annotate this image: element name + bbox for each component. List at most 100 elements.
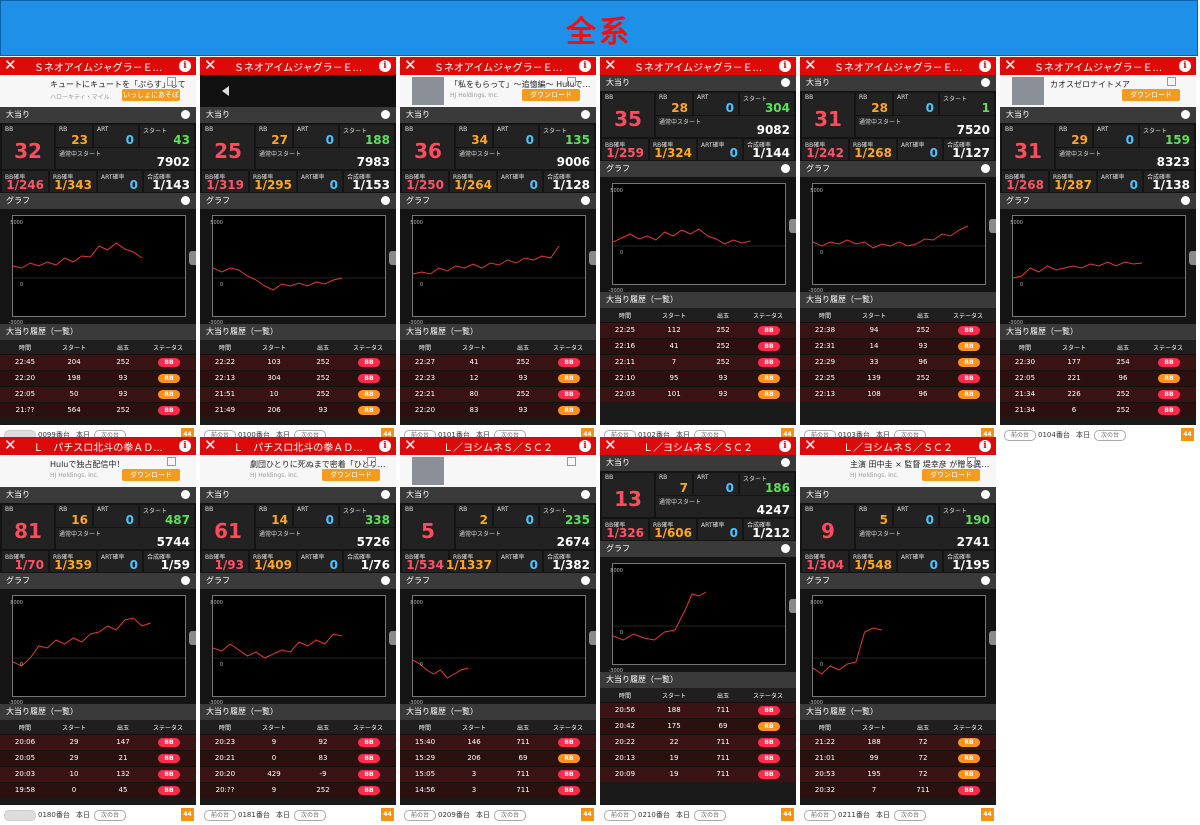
next-machine-button[interactable]: 次の台 [694,810,726,821]
graph-scroll-arrow[interactable] [389,251,396,265]
close-icon[interactable]: ✕ [4,57,17,74]
info-icon[interactable]: i [1179,60,1191,72]
history-row[interactable]: 20:22 22 711 BB [600,734,796,750]
info-icon[interactable]: i [779,60,791,72]
ad-banner[interactable]: Huluで独占配信中！ HJ Holdings, Inc. ダウンロード [0,455,196,487]
adchoices-icon[interactable] [567,77,576,86]
history-row[interactable]: 22:05 221 96 RB [1000,370,1196,386]
ad-cta-button[interactable]: いっしょにあそぼ [122,89,180,101]
history-row[interactable]: 20:?? 9 252 BB [200,782,396,798]
info-icon[interactable]: i [379,440,391,452]
history-row[interactable]: 22:10 95 93 RB [600,370,796,386]
info-icon[interactable]: i [779,440,791,452]
prev-machine-button[interactable]: 前の台 [804,810,836,821]
history-row[interactable]: 22:29 33 96 RB [800,354,996,370]
history-row[interactable]: 21:?? 564 252 BB [0,402,196,418]
history-row[interactable]: 22:20 83 93 RB [400,402,596,418]
history-row[interactable]: 22:45 204 252 BB [0,354,196,370]
close-icon[interactable]: ✕ [804,437,817,454]
ad-banner[interactable] [200,75,396,107]
close-icon[interactable]: ✕ [4,437,17,454]
close-icon[interactable]: ✕ [204,437,217,454]
close-icon[interactable]: ✕ [204,57,217,74]
app-icon[interactable]: 44 [1181,428,1194,441]
ad-banner[interactable]: 主演 田中圭 × 監督 堤幸彦 が贈る異… HJ Holdings, Inc. ダウ… [800,455,996,487]
next-machine-button[interactable]: 次の台 [894,810,926,821]
history-row[interactable]: 21:34 6 252 BB [1000,402,1196,418]
settings-icon[interactable] [181,110,190,119]
app-icon[interactable]: 44 [581,808,594,821]
close-icon[interactable]: ✕ [604,57,617,74]
app-icon[interactable]: 44 [181,808,194,821]
history-row[interactable]: 22:03 101 93 RB [600,386,796,402]
next-machine-button[interactable]: 次の台 [1094,430,1126,441]
info-icon[interactable]: i [979,60,991,72]
next-machine-button[interactable]: 次の台 [494,810,526,821]
ad-cta-button[interactable]: ダウンロード [122,469,180,481]
history-row[interactable]: 21:22 188 72 RB [800,734,996,750]
settings-icon[interactable] [981,164,990,173]
settings-icon[interactable] [581,576,590,585]
history-row[interactable]: 20:05 29 21 BB [0,750,196,766]
settings-icon[interactable] [581,110,590,119]
settings-icon[interactable] [1181,196,1190,205]
history-row[interactable]: 20:09 19 711 BB [600,766,796,782]
close-icon[interactable]: ✕ [404,57,417,74]
history-row[interactable]: 20:13 19 711 BB [600,750,796,766]
history-row[interactable]: 21:49 206 93 RB [200,402,396,418]
graph-scroll-arrow[interactable] [589,251,596,265]
history-row[interactable]: 22:20 198 93 RB [0,370,196,386]
app-icon[interactable]: 44 [781,808,794,821]
history-row[interactable]: 20:53 195 72 RB [800,766,996,782]
adchoices-icon[interactable] [967,457,976,466]
settings-icon[interactable] [381,490,390,499]
history-row[interactable]: 22:05 50 93 RB [0,386,196,402]
prev-machine-button[interactable] [4,810,36,821]
ad-thumbnail[interactable] [1012,77,1044,105]
info-icon[interactable]: i [579,440,591,452]
history-row[interactable]: 20:06 29 147 BB [0,734,196,750]
ad-banner[interactable]: 劇団ひとりに死ぬまで密着「ひとり… HJ Holdings, Inc. ダウンロード [200,455,396,487]
adchoices-icon[interactable] [567,457,576,466]
settings-icon[interactable] [181,576,190,585]
adchoices-icon[interactable] [167,457,176,466]
settings-icon[interactable] [381,576,390,585]
adchoices-icon[interactable] [167,77,176,86]
history-row[interactable]: 22:21 80 252 BB [400,386,596,402]
settings-icon[interactable] [181,490,190,499]
ad-cta-button[interactable]: ダウンロード [322,469,380,481]
app-icon[interactable]: 44 [981,808,994,821]
settings-icon[interactable] [581,490,590,499]
history-row[interactable]: 22:11 7 252 BB [600,354,796,370]
prev-machine-button[interactable]: 前の台 [204,810,236,821]
ad-banner[interactable] [400,455,596,487]
history-row[interactable]: 22:27 41 252 BB [400,354,596,370]
history-row[interactable]: 20:21 0 83 BB [200,750,396,766]
graph-scroll-arrow[interactable] [189,251,196,265]
info-icon[interactable]: i [379,60,391,72]
history-row[interactable]: 22:16 41 252 BB [600,338,796,354]
settings-icon[interactable] [981,576,990,585]
history-row[interactable]: 20:20 429 -9 BB [200,766,396,782]
graph-scroll-arrow[interactable] [989,631,996,645]
prev-machine-button[interactable]: 前の台 [1004,430,1036,441]
history-row[interactable]: 22:30 177 254 BB [1000,354,1196,370]
ad-banner[interactable]: 「私をもらって」～追憶編～ Huluで… HJ Holdings, Inc. ダウン… [400,75,596,107]
graph-scroll-arrow[interactable] [789,219,796,233]
history-row[interactable]: 21:51 10 252 RB [200,386,396,402]
graph-scroll-arrow[interactable] [789,599,796,613]
settings-icon[interactable] [781,164,790,173]
settings-icon[interactable] [1181,110,1190,119]
close-icon[interactable]: ✕ [404,437,417,454]
settings-icon[interactable] [181,196,190,205]
history-row[interactable]: 19:58 0 45 BB [0,782,196,798]
history-row[interactable]: 22:25 112 252 BB [600,322,796,338]
history-row[interactable]: 20:23 9 92 BB [200,734,396,750]
close-icon[interactable]: ✕ [604,437,617,454]
settings-icon[interactable] [781,544,790,553]
app-icon[interactable]: 44 [381,808,394,821]
info-icon[interactable]: i [979,440,991,452]
history-row[interactable]: 21:34 226 252 BB [1000,386,1196,402]
history-row[interactable]: 15:05 3 711 BB [400,766,596,782]
info-icon[interactable]: i [179,440,191,452]
